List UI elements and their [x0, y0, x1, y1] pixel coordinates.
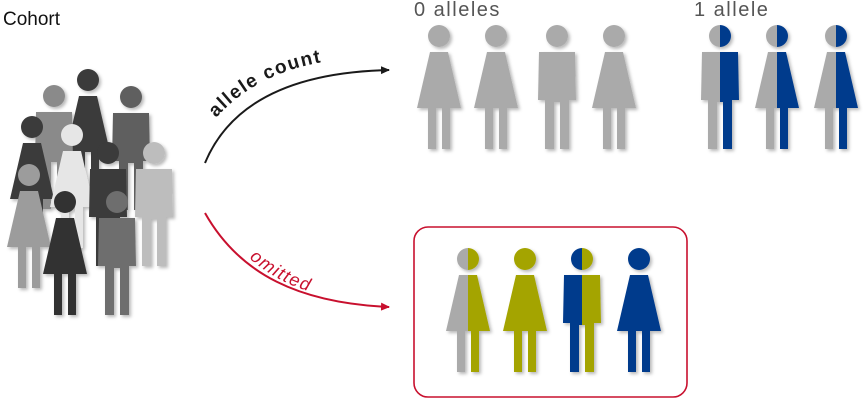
allele-count-label: allele count: [204, 46, 323, 121]
one-allele-group: [701, 25, 858, 149]
cohort-title: Cohort: [3, 9, 61, 30]
one-allele-person: [701, 25, 739, 149]
zero-allele-person: [592, 25, 636, 149]
one-allele-label: 1 allele: [694, 0, 770, 21]
one-allele-person: [755, 25, 799, 149]
allele-count-arrow: [204, 66, 390, 164]
zero-allele-person: [417, 25, 461, 149]
zero-allele-person: [538, 25, 576, 149]
omitted-arrow: [204, 212, 390, 311]
one-allele-person: [814, 25, 858, 149]
omitted-box: [413, 226, 688, 398]
cohort-crowd: [7, 69, 173, 315]
zero-allele-person: [474, 25, 518, 149]
zero-alleles-group: [417, 25, 636, 149]
zero-alleles-label: 0 alleles: [414, 0, 501, 21]
